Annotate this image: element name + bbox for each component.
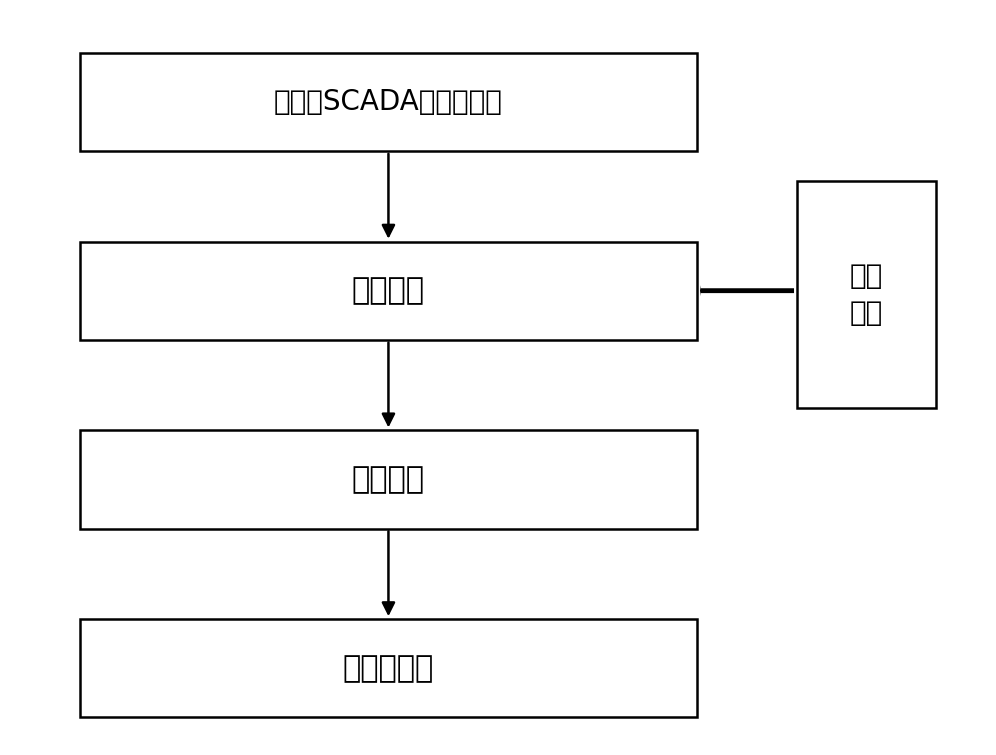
FancyBboxPatch shape xyxy=(80,53,697,151)
Text: 计算模块: 计算模块 xyxy=(352,465,425,494)
Text: 可视化模块: 可视化模块 xyxy=(343,654,434,683)
FancyBboxPatch shape xyxy=(80,430,697,528)
FancyBboxPatch shape xyxy=(80,242,697,340)
FancyBboxPatch shape xyxy=(80,619,697,717)
Text: 数据模块: 数据模块 xyxy=(352,276,425,305)
Text: 风电场SCADA系统数据库: 风电场SCADA系统数据库 xyxy=(274,88,503,116)
Text: 缓存
模块: 缓存 模块 xyxy=(850,262,883,327)
FancyBboxPatch shape xyxy=(797,181,936,408)
